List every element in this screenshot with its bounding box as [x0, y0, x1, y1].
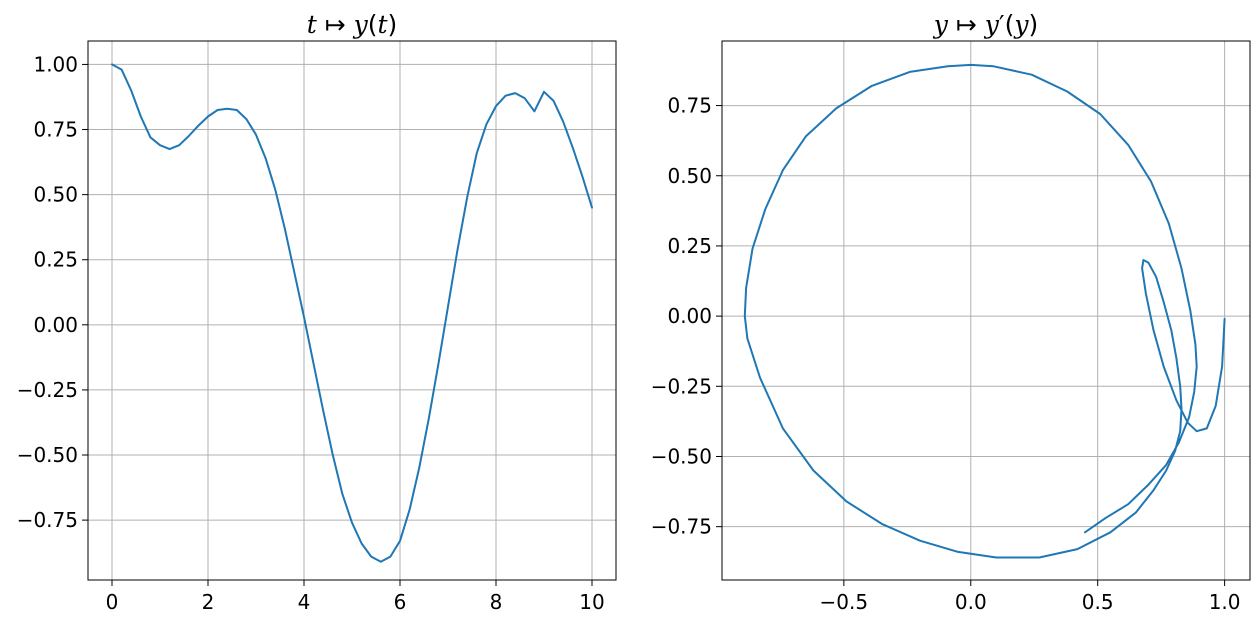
x-tick-label: 2 [202, 590, 215, 614]
title-part: ↦ [317, 10, 354, 39]
y-tick-label: 0.75 [33, 118, 78, 142]
plot-frame [87, 40, 617, 581]
x-tick-label: 0 [106, 590, 119, 614]
y-tick-label: −0.25 [17, 378, 78, 402]
title-part: ( [1005, 10, 1015, 39]
chart-phase-portrait: −0.5 0.0 0.5 1.0 0.75 0.50 0.25 0.00 −0.25 −0.50 −… [651, 10, 1251, 614]
y-tick-label: −0.25 [651, 374, 712, 398]
title-part: t [377, 10, 388, 39]
y-tick-label: 0.50 [667, 164, 712, 188]
title-part: ) [388, 10, 398, 39]
chart-title: t ↦ y(t) [307, 10, 398, 39]
x-tick-label: 0.5 [1082, 590, 1114, 614]
y-tick-label: 1.00 [33, 52, 78, 76]
x-tick-label: 1.0 [1209, 590, 1241, 614]
x-tick-label: 0.0 [955, 590, 987, 614]
x-tick-label: 10 [579, 590, 604, 614]
x-tick-label: 6 [394, 590, 407, 614]
y-tick-label: 0.50 [33, 183, 78, 207]
title-part: y [984, 10, 1000, 39]
title-part: y [353, 10, 369, 39]
title-part: y [1013, 10, 1029, 39]
y-tick-label: 0.00 [667, 304, 712, 328]
y-tick-label: −0.75 [651, 515, 712, 539]
y-tick-label: −0.50 [17, 443, 78, 467]
series-line [111, 63, 593, 563]
title-part: ↦ [948, 10, 985, 39]
title-part: ′ [999, 10, 1005, 39]
y-tick-label: 0.25 [33, 248, 78, 272]
chart-time-series: 0 2 4 6 8 10 1.00 0.75 0.50 0.25 0.00 −0.25 −0.50 −0.… [17, 10, 617, 614]
x-tick-label: 8 [490, 590, 503, 614]
series-line [743, 63, 1226, 559]
y-tick-label: −0.50 [651, 444, 712, 468]
title-part: t [307, 10, 318, 39]
plot-frame [721, 40, 1251, 581]
chart-title: y ↦ y′(y) [933, 10, 1038, 39]
y-tick-label: 0.00 [33, 313, 78, 337]
y-tick-label: 0.25 [667, 234, 712, 258]
title-part: ( [368, 10, 378, 39]
y-tick-label: −0.75 [17, 508, 78, 532]
title-part: y [933, 10, 949, 39]
x-tick-label: 4 [298, 590, 311, 614]
title-part: ) [1028, 10, 1038, 39]
x-tick-label: −0.5 [820, 590, 869, 614]
y-tick-label: 0.75 [667, 94, 712, 118]
